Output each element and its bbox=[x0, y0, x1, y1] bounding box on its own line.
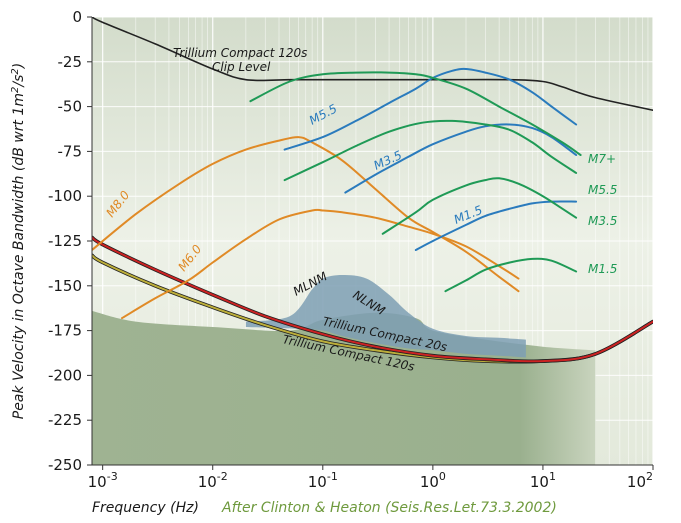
series-m35_blue bbox=[344, 123, 578, 194]
mlnm-band bbox=[245, 275, 526, 358]
m7p-label: M7+ bbox=[588, 152, 616, 166]
y-tick-label: -250 bbox=[48, 456, 82, 474]
x-tick-label: 10-3 bbox=[88, 470, 118, 491]
x-tick-label: 10-1 bbox=[308, 470, 338, 491]
series-m7p bbox=[249, 71, 582, 156]
y-tick-label: -200 bbox=[48, 366, 82, 384]
y-tick-label: -125 bbox=[48, 232, 82, 250]
x-tick-label: 10-2 bbox=[198, 470, 228, 491]
series-m15_blue bbox=[414, 200, 578, 251]
series-m80 bbox=[92, 136, 520, 293]
series-m35_green bbox=[381, 177, 578, 235]
y-tick-label: -175 bbox=[48, 322, 82, 340]
series-m60 bbox=[121, 208, 520, 320]
series-clip bbox=[92, 17, 653, 111]
y-tick-label: -225 bbox=[48, 411, 82, 429]
x-tick-label: 100 bbox=[420, 470, 446, 491]
series-lines bbox=[92, 17, 653, 364]
m35-green-label: M3.5 bbox=[588, 214, 617, 228]
m15-green-label: M1.5 bbox=[588, 262, 617, 276]
x-tick-label: 101 bbox=[530, 470, 556, 491]
x-axis-label: Frequency (Hz) bbox=[92, 500, 199, 516]
y-tick-label: -100 bbox=[48, 187, 82, 205]
y-tick-label: -50 bbox=[58, 98, 83, 116]
clip-level-label-1: Trillium Compact 120s bbox=[173, 46, 307, 60]
axes: 0 -25 -50 -75 -100 -125 -150 -175 -200 -225 -250 10… bbox=[48, 8, 654, 491]
y-tick-label: 0 bbox=[72, 8, 82, 26]
y-axis-label: Peak Velocity in Octave Bandwidth (dB wr… bbox=[10, 63, 27, 420]
clip-level-label-2: Clip Level bbox=[212, 60, 271, 74]
noise-models bbox=[92, 275, 596, 465]
y-tick-label: -75 bbox=[58, 142, 83, 160]
credit-text: After Clinton & Heaton (Seis.Res.Let.73.… bbox=[221, 500, 557, 516]
m55-green-label: M5.5 bbox=[588, 183, 617, 197]
series-m55_green bbox=[283, 119, 578, 182]
series-m55_blue bbox=[283, 67, 578, 151]
y-tick-label: -150 bbox=[48, 277, 82, 295]
series-tc20 bbox=[92, 236, 653, 363]
x-tick-label: 102 bbox=[627, 470, 653, 491]
y-tick-label: -25 bbox=[58, 53, 83, 71]
series-m15_green bbox=[444, 257, 578, 293]
